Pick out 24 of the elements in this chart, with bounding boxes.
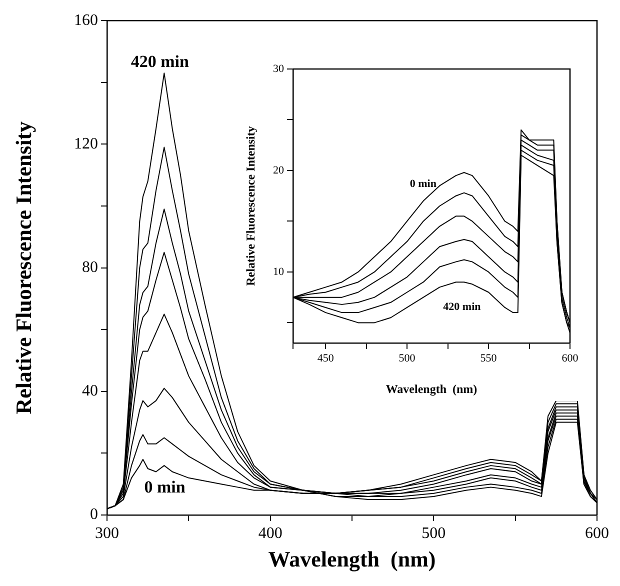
x-tick-label: 450 <box>317 352 334 364</box>
y-tick-label: 40 <box>82 382 98 400</box>
x-tick-label: 500 <box>398 352 416 364</box>
x-axis-title: Wavelength (nm) <box>268 546 436 572</box>
y-tick-label: 30 <box>273 62 284 75</box>
annotation: 420 min <box>443 301 481 314</box>
annotation: 0 min <box>144 478 186 497</box>
y-tick-label: 0 <box>90 506 98 524</box>
x-tick-label: 550 <box>480 352 498 364</box>
y-tick-label: 20 <box>273 164 284 176</box>
x-tick-label: 400 <box>258 524 282 542</box>
y-tick-label: 80 <box>82 259 98 276</box>
y-axis-title: Relative Fluorescence Intensity <box>10 121 36 414</box>
x-axis-title: Wavelength (nm) <box>386 382 478 396</box>
x-tick-label: 600 <box>585 524 609 542</box>
x-tick-label: 600 <box>562 352 579 364</box>
x-tick-label: 300 <box>95 524 119 542</box>
y-tick-label: 120 <box>74 135 98 152</box>
annotation: 420 min <box>130 52 190 72</box>
y-tick-label: 160 <box>74 12 98 29</box>
y-axis-title: Relative Fluorescence Intensity <box>243 126 258 286</box>
x-tick-label: 500 <box>422 524 446 542</box>
annotation: 0 min <box>410 178 436 190</box>
y-tick-label: 10 <box>273 266 284 278</box>
